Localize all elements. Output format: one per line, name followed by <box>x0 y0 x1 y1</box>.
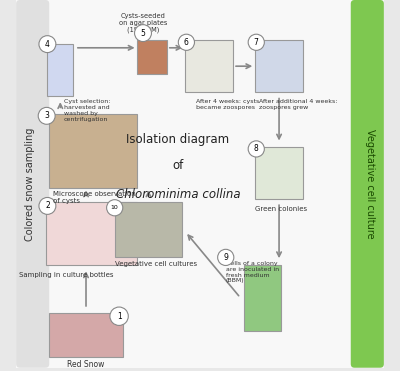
Text: Microscope observation
of cysts: Microscope observation of cysts <box>53 191 136 204</box>
FancyBboxPatch shape <box>255 147 303 198</box>
Text: Vegetative cell culture: Vegetative cell culture <box>365 129 375 239</box>
Text: 5: 5 <box>140 29 146 37</box>
FancyBboxPatch shape <box>49 114 138 187</box>
Text: After 4 weeks: cysts
became zoospores: After 4 weeks: cysts became zoospores <box>196 99 260 110</box>
Circle shape <box>134 24 152 42</box>
Text: 3: 3 <box>44 111 49 120</box>
Text: Chlorominima collina: Chlorominima collina <box>116 188 240 201</box>
Text: 10: 10 <box>111 205 118 210</box>
FancyBboxPatch shape <box>116 202 182 257</box>
Text: 6: 6 <box>184 38 189 47</box>
Text: Green colonies: Green colonies <box>255 206 307 212</box>
Text: 2: 2 <box>45 201 50 210</box>
FancyBboxPatch shape <box>244 265 281 331</box>
FancyBboxPatch shape <box>351 0 384 368</box>
Text: 1: 1 <box>117 312 122 321</box>
FancyBboxPatch shape <box>12 0 388 371</box>
Text: Colored snow sampling: Colored snow sampling <box>25 127 35 240</box>
Circle shape <box>248 141 264 157</box>
Text: Sampling in culture bottles: Sampling in culture bottles <box>18 272 113 278</box>
Circle shape <box>39 36 56 53</box>
Circle shape <box>38 107 55 124</box>
Text: 4: 4 <box>45 40 50 49</box>
Text: Vegetative cell cultures: Vegetative cell cultures <box>116 261 198 267</box>
Circle shape <box>248 34 264 50</box>
Text: 8: 8 <box>254 144 259 154</box>
FancyBboxPatch shape <box>138 40 167 73</box>
Text: Red Snow: Red Snow <box>67 360 105 370</box>
FancyBboxPatch shape <box>49 312 123 357</box>
FancyBboxPatch shape <box>255 40 303 92</box>
FancyBboxPatch shape <box>185 40 233 92</box>
FancyBboxPatch shape <box>16 0 49 368</box>
Text: After additional 4 weeks:
zoospores grew: After additional 4 weeks: zoospores grew <box>259 99 337 110</box>
Text: Cysts-seeded
on agar plates
(1% BBM): Cysts-seeded on agar plates (1% BBM) <box>119 13 167 33</box>
Text: Cyst selection:
harvested and
washed by
centrifugation: Cyst selection: harvested and washed by … <box>64 99 110 122</box>
Text: 9: 9 <box>223 253 228 262</box>
FancyBboxPatch shape <box>46 202 138 265</box>
Text: Isolation diagram: Isolation diagram <box>126 133 230 146</box>
Circle shape <box>107 200 123 216</box>
Circle shape <box>218 249 234 266</box>
Text: of: of <box>172 159 184 172</box>
FancyBboxPatch shape <box>47 44 73 96</box>
Circle shape <box>178 34 194 50</box>
Circle shape <box>110 307 128 325</box>
Circle shape <box>39 197 56 214</box>
Text: Cells of a colony
are inoculated in
fresh medium
(BBM): Cells of a colony are inoculated in fres… <box>226 261 279 283</box>
Text: 7: 7 <box>254 38 259 47</box>
